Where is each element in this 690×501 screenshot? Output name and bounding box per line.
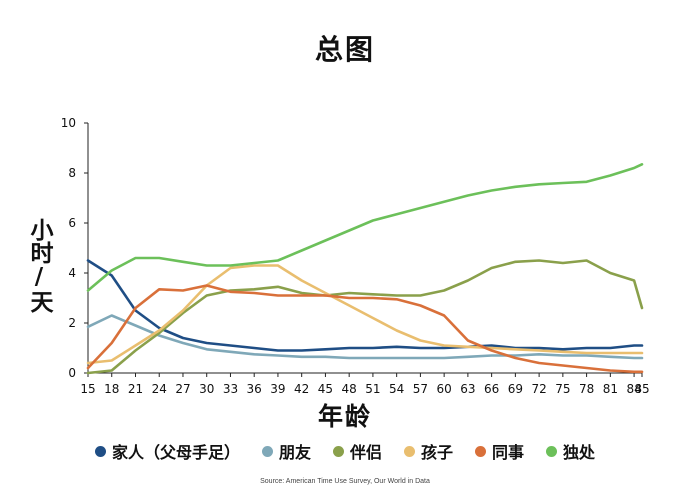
x-tick-label: 75 bbox=[555, 382, 570, 396]
legend-label: 朋友 bbox=[278, 443, 311, 462]
x-tick-label: 84 bbox=[626, 382, 641, 396]
legend-item: 同事 bbox=[475, 439, 524, 463]
legend-marker bbox=[546, 445, 558, 457]
legend-item: 伴侣 bbox=[332, 439, 382, 463]
x-tick-label: 60 bbox=[437, 382, 452, 396]
legend-label: 孩子 bbox=[421, 443, 454, 462]
legend-label: 同事 bbox=[492, 443, 525, 462]
x-tick-label: 45 bbox=[318, 382, 333, 396]
x-tick-label: 69 bbox=[508, 382, 523, 396]
chart-title: 总图 bbox=[314, 33, 375, 66]
x-tick-label: 21 bbox=[128, 382, 143, 396]
y-tick-label: 4 bbox=[68, 266, 76, 280]
legend-item: 独处 bbox=[546, 439, 595, 463]
x-tick-label: 78 bbox=[579, 382, 594, 396]
legend-marker bbox=[404, 445, 415, 457]
y-tick-label: 10 bbox=[61, 116, 76, 130]
legend-label: 伴侣 bbox=[349, 443, 382, 462]
x-tick-label: 72 bbox=[531, 382, 546, 396]
x-tick-label: 54 bbox=[389, 382, 404, 396]
x-tick-label: 33 bbox=[223, 382, 238, 396]
legend-item: 孩子 bbox=[404, 439, 453, 463]
x-tick-label: 36 bbox=[247, 382, 262, 396]
legend-label: 独处 bbox=[563, 443, 596, 462]
x-tick-label: 85 bbox=[634, 382, 649, 396]
series-line-4 bbox=[86, 284, 644, 374]
x-tick-label: 42 bbox=[294, 382, 309, 396]
x-tick-label: 81 bbox=[603, 382, 618, 396]
x-tick-label: 57 bbox=[413, 382, 428, 396]
y-axis-label-text: 小时/天 bbox=[26, 218, 52, 313]
legend-item: 朋友 bbox=[261, 439, 311, 463]
legend: 家人（父母手足） 朋友 伴侣 孩子 同事 独处 bbox=[0, 439, 690, 463]
x-tick-label: 66 bbox=[484, 382, 499, 396]
x-tick-label: 39 bbox=[270, 382, 285, 396]
series-line-3 bbox=[86, 264, 644, 365]
y-axis-label: 小时/天 bbox=[22, 218, 56, 313]
y-tick-label: 8 bbox=[68, 166, 76, 180]
x-tick-label: 63 bbox=[460, 382, 475, 396]
x-tick-label: 27 bbox=[175, 382, 190, 396]
legend-marker bbox=[475, 445, 487, 457]
series-line-5 bbox=[86, 163, 644, 292]
legend-marker bbox=[94, 445, 106, 457]
x-tick-label: 24 bbox=[152, 382, 167, 396]
y-tick-label: 2 bbox=[68, 316, 76, 330]
y-tick-label: 6 bbox=[68, 216, 76, 230]
series-line-0 bbox=[86, 259, 644, 352]
x-tick-label: 51 bbox=[365, 382, 380, 396]
y-tick-label: 0 bbox=[68, 366, 76, 380]
x-tick-label: 30 bbox=[199, 382, 214, 396]
legend-label: 家人（父母手足） bbox=[111, 443, 240, 462]
source-note: Source: American Time Use Survey, Our Wo… bbox=[260, 478, 430, 485]
x-tick-label: 15 bbox=[80, 382, 95, 396]
x-axis-label: 年龄 bbox=[317, 402, 372, 431]
series-line-2 bbox=[86, 259, 644, 375]
legend-marker bbox=[332, 445, 344, 457]
legend-marker bbox=[261, 445, 273, 457]
x-tick-label: 18 bbox=[104, 382, 119, 396]
series-line-1 bbox=[86, 314, 644, 360]
x-tick-label: 48 bbox=[342, 382, 357, 396]
legend-item: 家人（父母手足） bbox=[94, 439, 240, 463]
